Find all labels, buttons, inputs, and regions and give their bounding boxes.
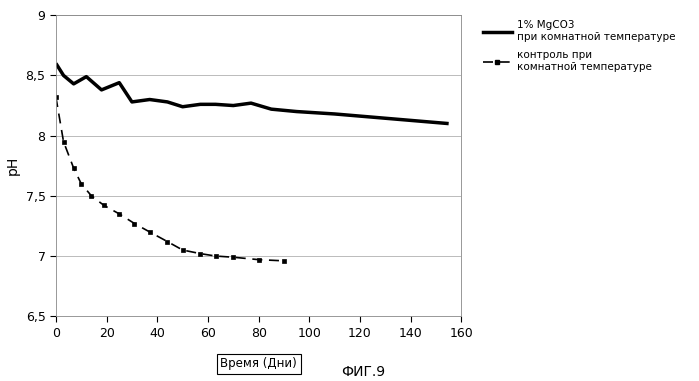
Text: Время (Дни): Время (Дни): [220, 357, 297, 370]
Text: ФИГ.9: ФИГ.9: [341, 365, 386, 379]
Legend: 1% MgCO3
при комнатной температуре, контроль при
комнатной температуре: 1% MgCO3 при комнатной температуре, конт…: [483, 21, 676, 72]
Y-axis label: pH: pH: [6, 156, 20, 175]
